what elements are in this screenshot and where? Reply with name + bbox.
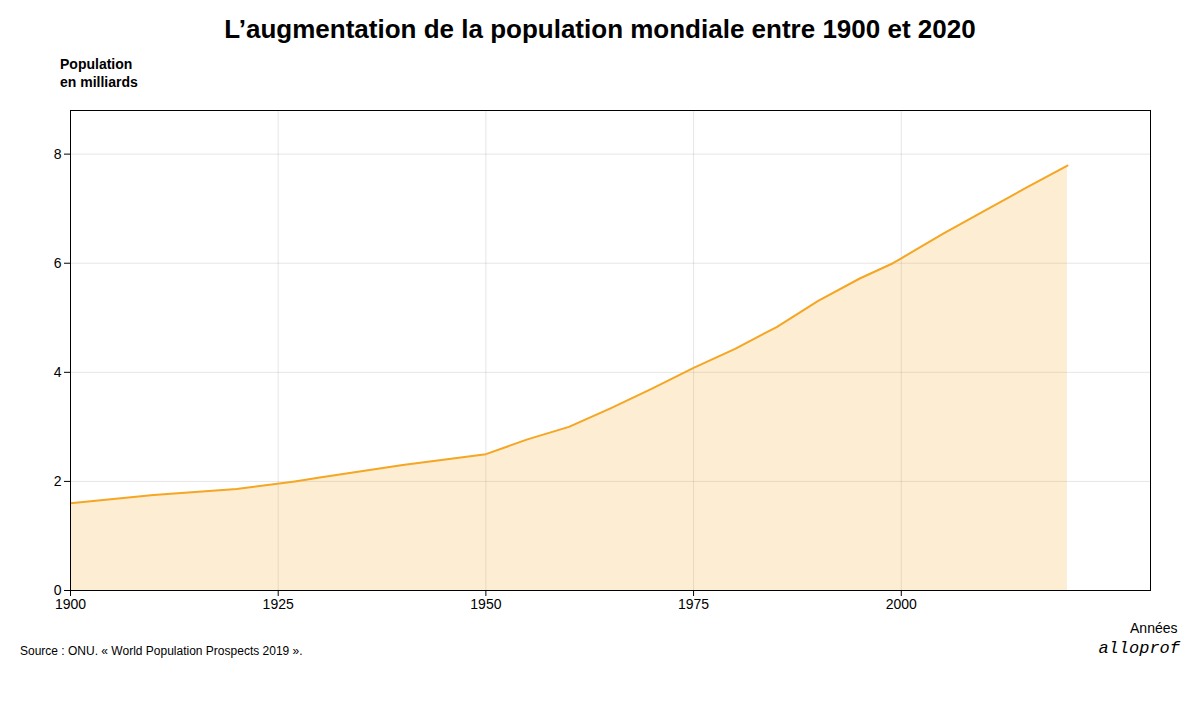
svg-text:2000: 2000: [886, 597, 917, 613]
svg-text:1950: 1950: [470, 597, 501, 613]
svg-text:1925: 1925: [263, 597, 294, 613]
svg-text:0: 0: [53, 582, 62, 599]
svg-text:6: 6: [54, 255, 62, 271]
svg-text:2: 2: [54, 473, 62, 489]
svg-text:1975: 1975: [678, 597, 709, 613]
html-text:Population en milliards: Population en milliards: [60, 56, 138, 91]
html-text:alloprof: alloprof: [1098, 639, 1180, 659]
html-text:L’augmentation de la populatio: L’augmentation de la population mondiale…: [224, 14, 976, 44]
html-text:Source : ONU. « World Populati: Source : ONU. « World Population Prospec…: [20, 644, 303, 659]
svg-text:8: 8: [54, 146, 62, 162]
svg-text:Années: Années: [1130, 620, 1177, 636]
svg-text:4: 4: [54, 364, 62, 380]
svg-text:1900: 1900: [55, 597, 86, 613]
